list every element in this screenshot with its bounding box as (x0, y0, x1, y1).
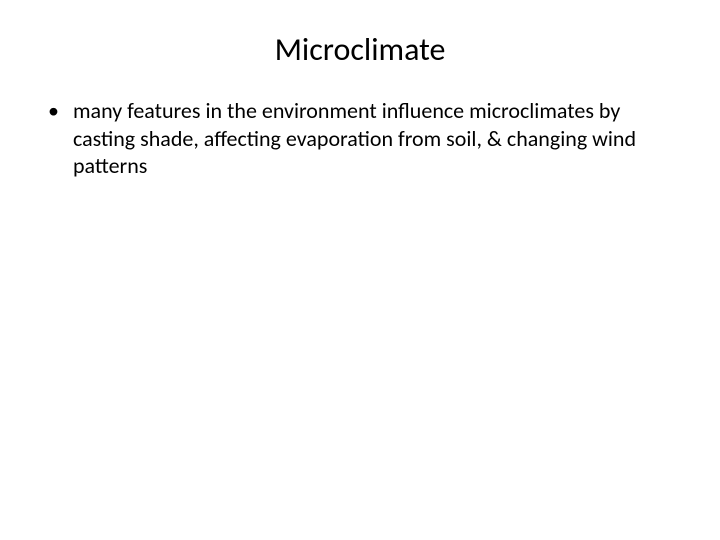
slide-title: Microclimate (40, 30, 680, 69)
slide-container: Microclimate • many features in the envi… (0, 0, 720, 540)
bullet-text: many features in the environment influen… (73, 97, 680, 180)
bullet-marker-icon: • (48, 97, 59, 126)
bullet-item: • many features in the environment influ… (48, 97, 680, 180)
slide-content: • many features in the environment influ… (40, 97, 680, 180)
